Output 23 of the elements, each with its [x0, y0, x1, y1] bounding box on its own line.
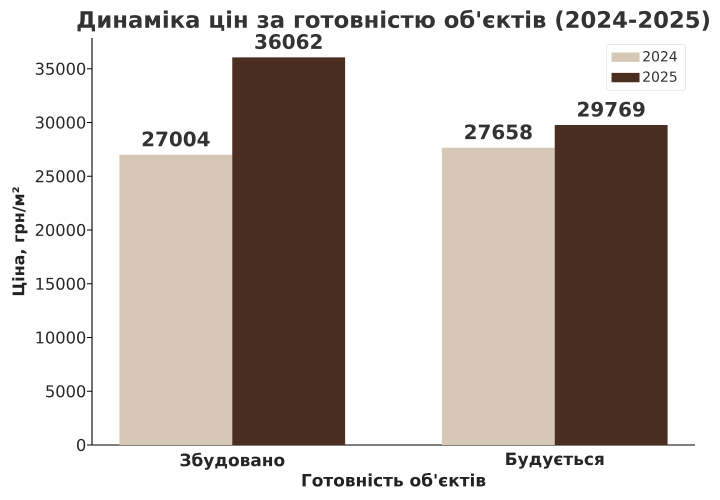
legend-label: 2025 — [643, 71, 676, 82]
bar — [442, 148, 555, 445]
legend-label: 2024 — [643, 51, 677, 62]
x-tick-label: Будується — [506, 452, 604, 469]
bar — [554, 125, 668, 445]
bar — [119, 154, 232, 445]
y-tick-label: 25000 — [36, 170, 86, 182]
y-tick-label: 35000 — [36, 62, 86, 75]
y-axis-title: Ціна, грн/м² — [12, 187, 28, 296]
y-tick-label: 15000 — [36, 278, 86, 290]
x-tick-label: Збудовано — [180, 452, 284, 470]
y-tick-label: 0 — [77, 438, 86, 452]
data-label: 29769 — [578, 102, 645, 117]
data-label: 36062 — [255, 34, 322, 50]
y-tick-label: 10000 — [36, 331, 86, 344]
y-tick-label: 30000 — [36, 116, 86, 129]
y-tick-label: 20000 — [36, 224, 86, 236]
y-tick-label: 5000 — [46, 385, 86, 398]
x-axis-title: Готовність об'єктів — [302, 472, 486, 487]
chart-title: Динаміка цін за готовністю об'єктів (2024-2025) — [77, 10, 709, 32]
data-label: 27658 — [465, 124, 532, 140]
bar — [232, 57, 346, 445]
data-label: 27004 — [142, 131, 210, 146]
